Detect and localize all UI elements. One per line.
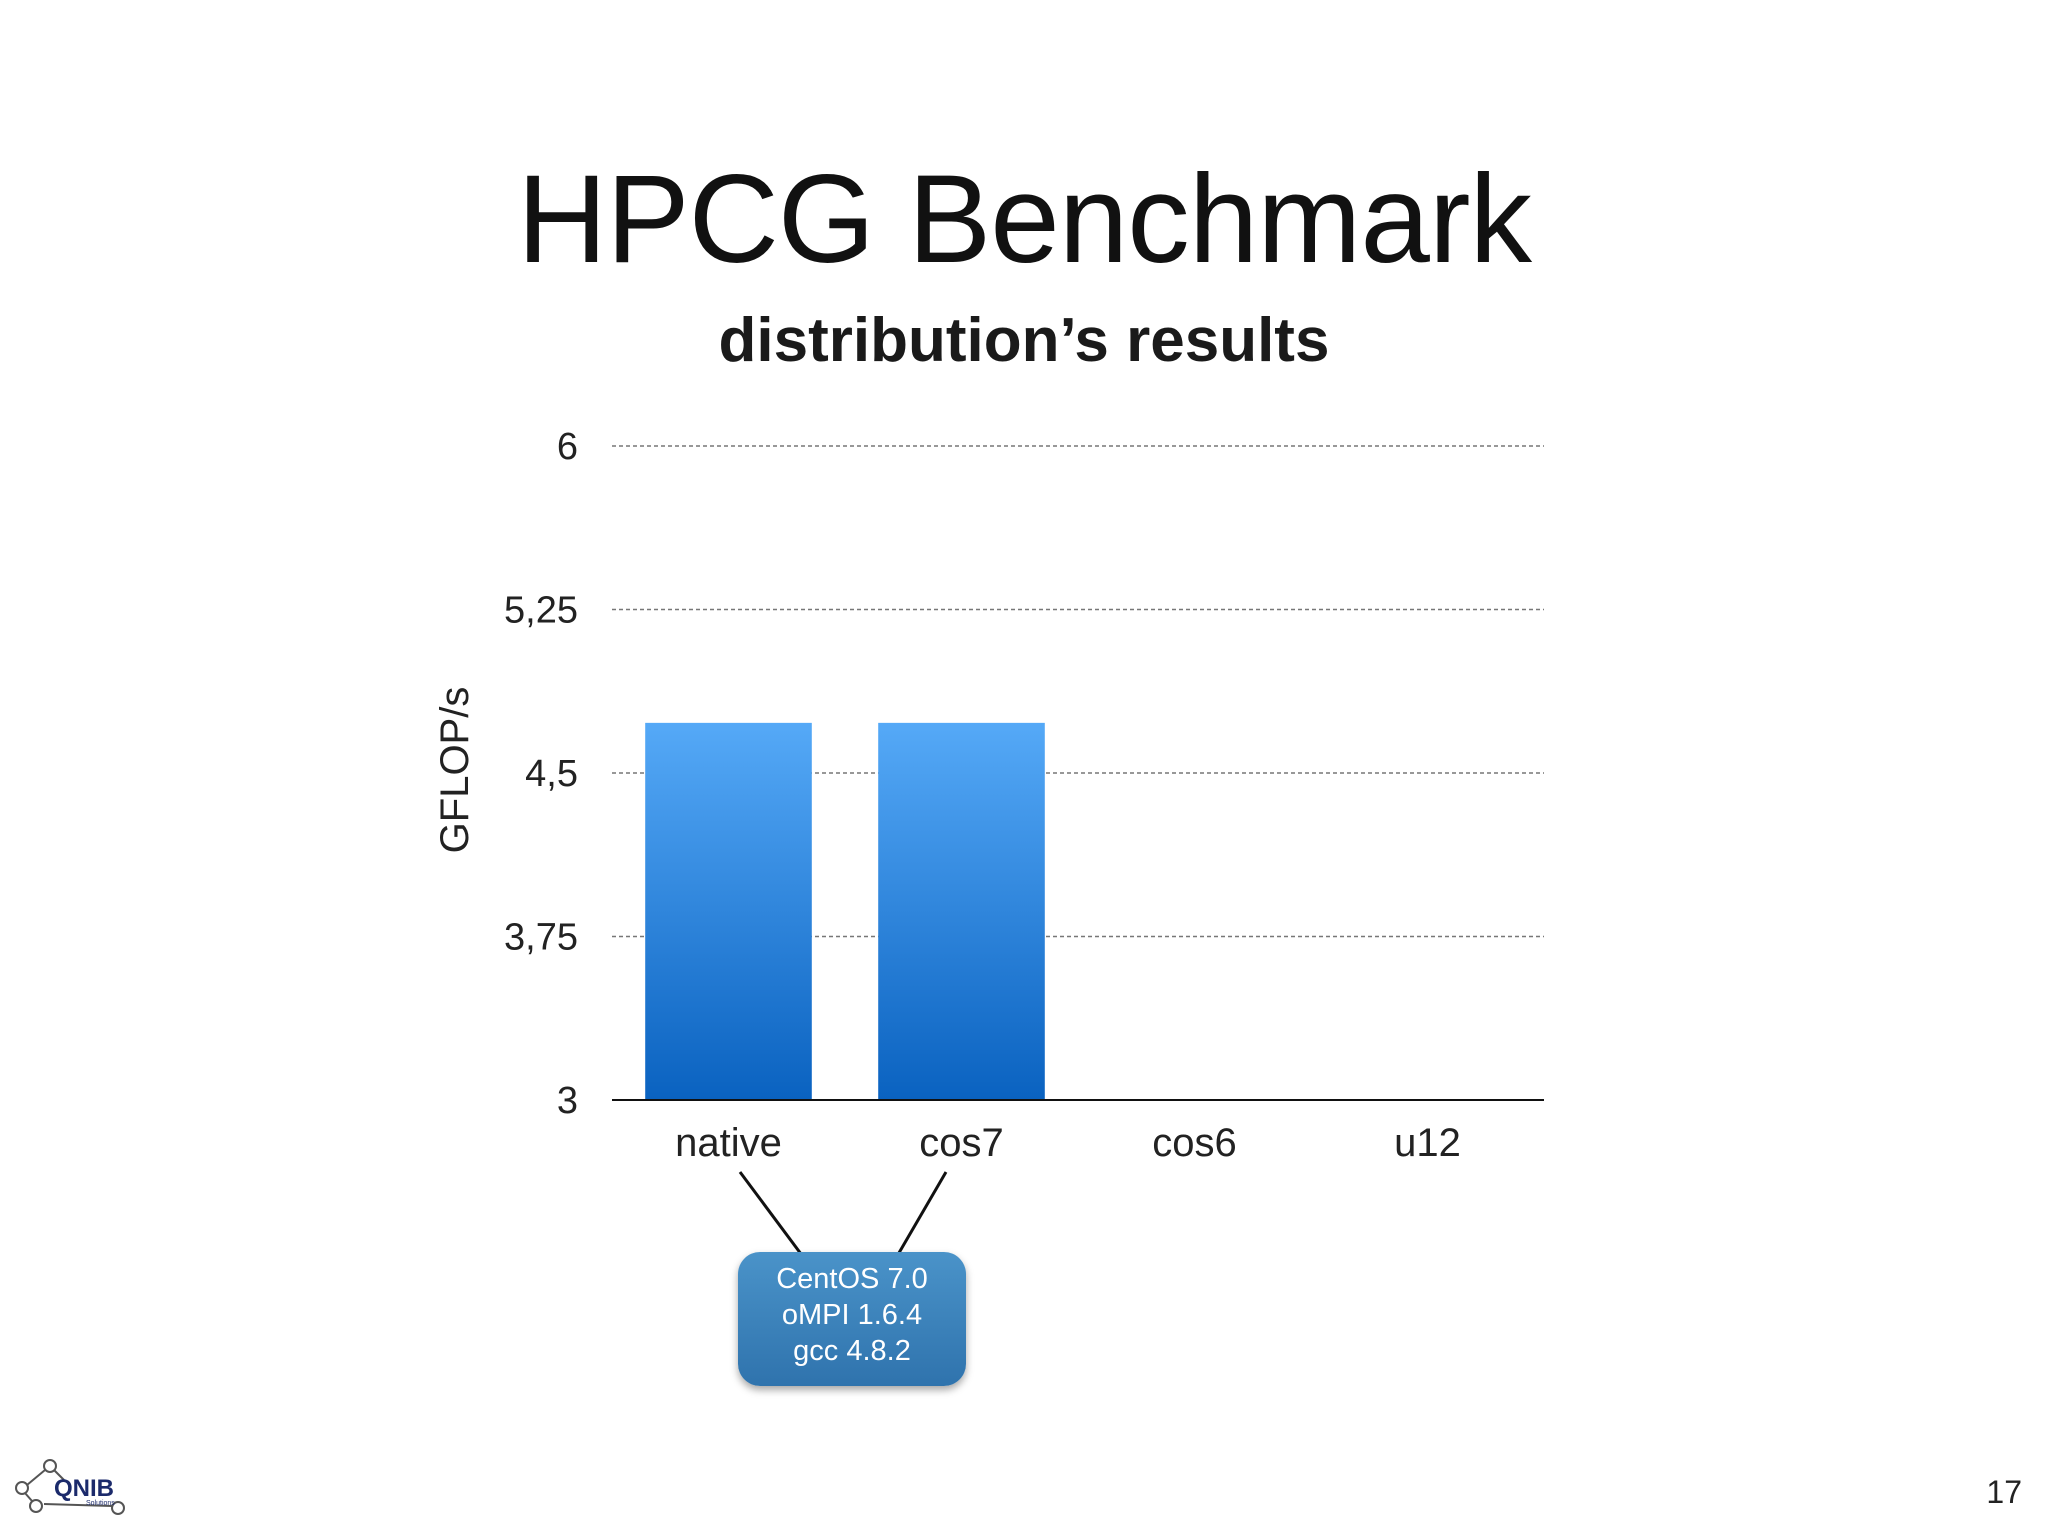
logo-subtext: Solutions [86,1500,115,1507]
x-tick-label-cos6: cos6 [1152,1121,1237,1165]
callout-box: CentOS 7.0 oMPI 1.6.4 gcc 4.8.2 [738,1252,966,1386]
callout-line-compiler: gcc 4.8.2 [793,1335,911,1367]
x-tick-label-native: native [675,1121,782,1165]
y-tick-label: 3,75 [504,917,578,959]
bar-cos7 [878,722,1045,1100]
bar-native [645,722,812,1100]
x-tick-label-u12: u12 [1394,1121,1461,1165]
callout-connector-native [738,1171,806,1259]
slide-subtitle: distribution’s results [718,306,1330,375]
slide-title: HPCG Benchmark [516,150,1532,289]
logo-text: QNIB [54,1475,114,1502]
x-tick-label-cos7: cos7 [919,1121,1004,1165]
y-tick-label: 5,25 [504,590,578,632]
y-tick-label: 6 [557,426,578,468]
callout-line-os: CentOS 7.0 [776,1263,928,1295]
callout-connector-cos7 [894,1171,948,1259]
y-axis-title: GFLOP/s [433,687,477,854]
qnib-logo: QNIB Solutions [15,1459,125,1515]
y-tick-label: 3 [557,1080,578,1122]
y-tick-label: 4,5 [525,753,578,795]
callout-line-mpi: oMPI 1.6.4 [781,1299,923,1331]
page-number: 17 [1986,1474,2022,1510]
